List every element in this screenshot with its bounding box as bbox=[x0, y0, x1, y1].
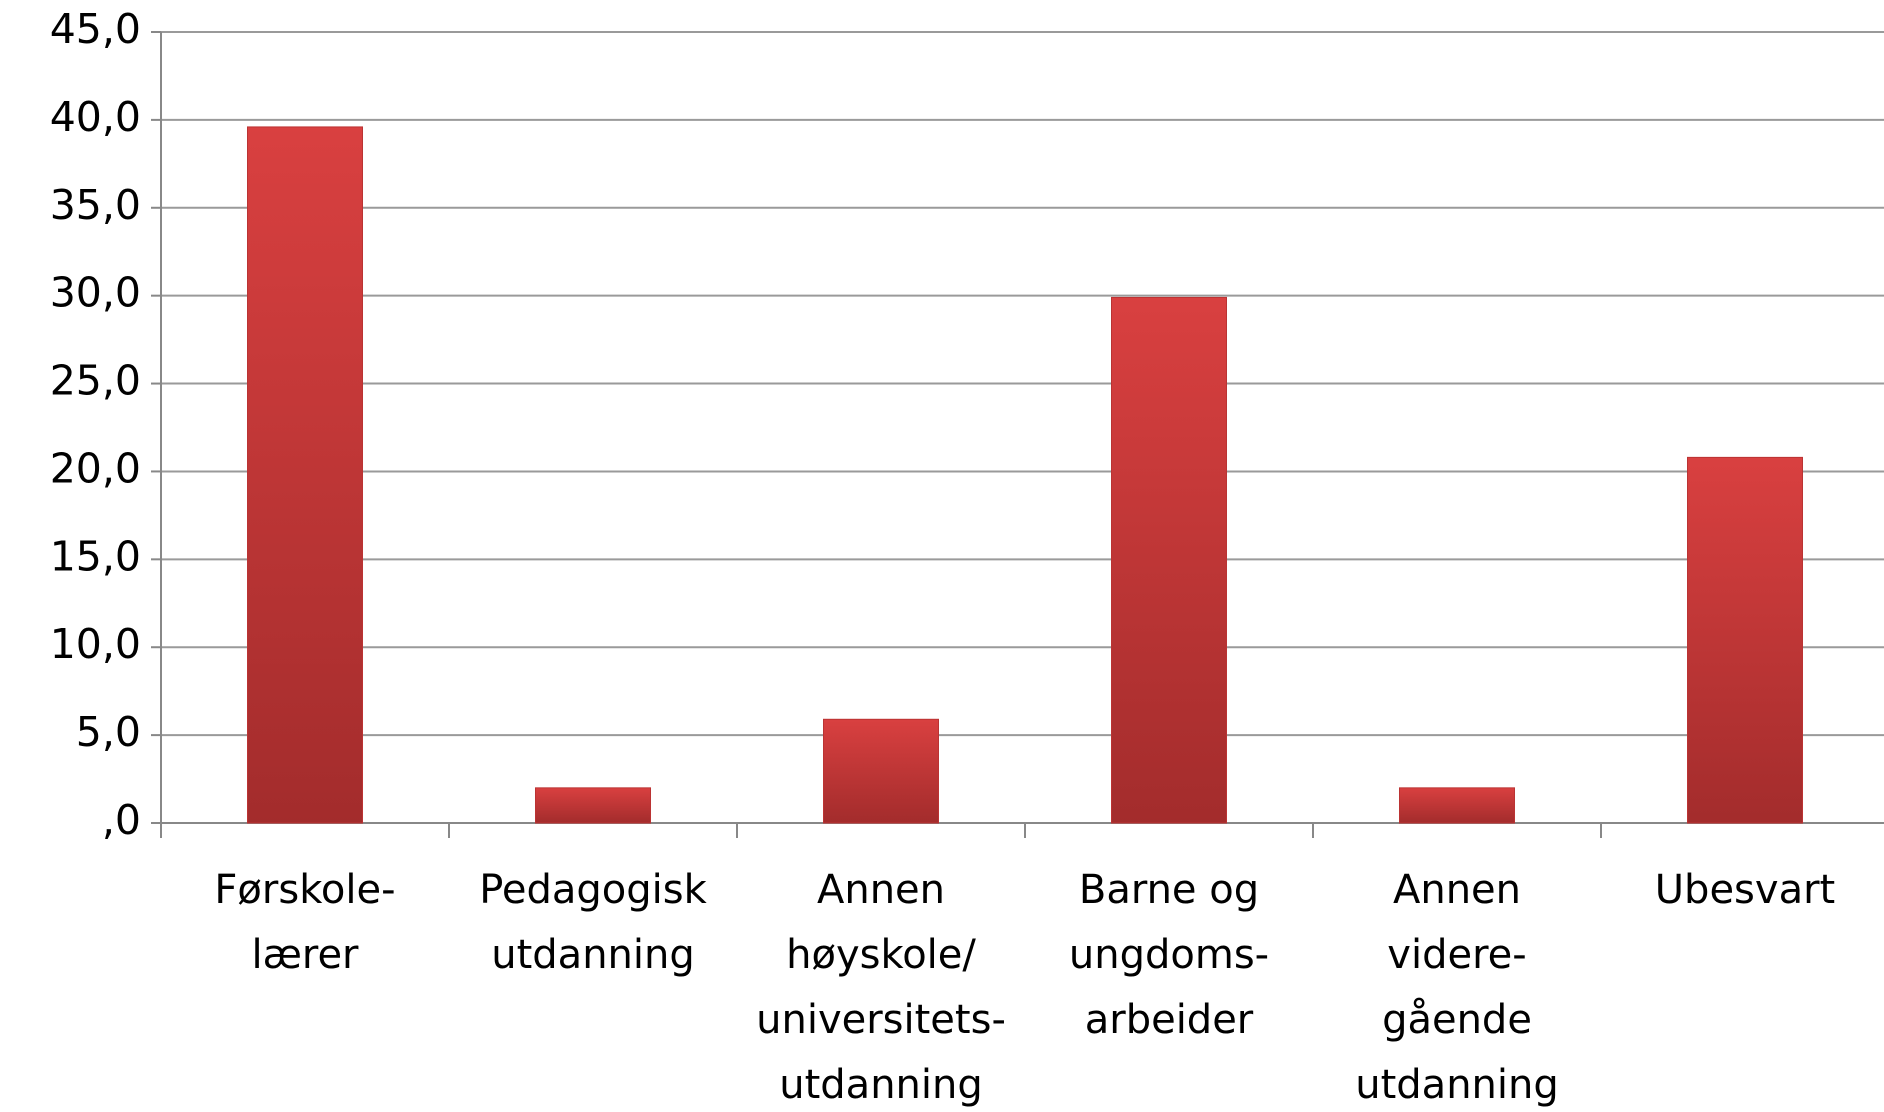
x-tick-label: Annen høyskole/universitets-utdanning bbox=[756, 867, 1006, 1108]
y-tick-label: ,0 bbox=[102, 796, 141, 844]
x-tick-label: Barne og ungdoms-arbeider bbox=[1069, 867, 1269, 1043]
y-tick-label: 30,0 bbox=[50, 269, 141, 317]
y-tick-label: 25,0 bbox=[50, 357, 141, 405]
y-tick-label: 5,0 bbox=[76, 708, 141, 756]
x-tick-label: Pedagogisk utdanning bbox=[479, 867, 707, 978]
y-tick-label: 40,0 bbox=[50, 93, 141, 141]
bar bbox=[1399, 787, 1515, 824]
y-tick-label: 45,0 bbox=[50, 5, 141, 53]
bar bbox=[247, 126, 363, 824]
bar bbox=[1687, 456, 1803, 824]
y-tick-label: 20,0 bbox=[50, 444, 141, 492]
bar bbox=[1111, 296, 1227, 824]
y-tick-label: 15,0 bbox=[50, 532, 141, 580]
x-tick-label: Førskole-lærer bbox=[214, 867, 395, 978]
y-tick-label: 35,0 bbox=[50, 181, 141, 229]
x-tick-label: Ubesvart bbox=[1655, 867, 1835, 913]
bar bbox=[535, 787, 651, 824]
y-tick-label: 10,0 bbox=[50, 620, 141, 668]
bar bbox=[823, 718, 939, 824]
x-tick-label: Annen videre-gående utdanning bbox=[1355, 867, 1559, 1108]
